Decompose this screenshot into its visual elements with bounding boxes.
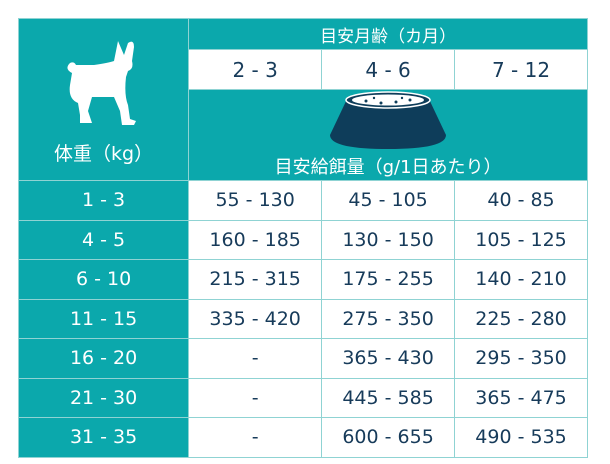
table-row: 6 - 10 215 - 315 175 - 255 140 - 210 bbox=[17, 259, 588, 300]
amount-cell: 365 - 475 bbox=[454, 377, 588, 418]
amount-cell: - bbox=[188, 338, 323, 379]
amount-cell: 105 - 125 bbox=[454, 219, 588, 260]
weight-cell: 31 - 35 bbox=[17, 417, 190, 458]
amount-cell: - bbox=[188, 377, 323, 418]
dog-silhouette-icon bbox=[67, 41, 136, 125]
table-row: 11 - 15 335 - 420 275 - 350 225 - 280 bbox=[17, 298, 588, 339]
amount-cell: - bbox=[188, 417, 323, 458]
weight-header-cell: 体重（kg） bbox=[17, 18, 190, 181]
weight-cell: 6 - 10 bbox=[17, 259, 190, 300]
weight-label: 体重（kg） bbox=[54, 143, 154, 165]
age-2-3: 2 - 3 bbox=[188, 49, 323, 90]
weight-cell: 16 - 20 bbox=[17, 338, 190, 379]
table-row: 31 - 35-600 - 655 490 - 535 bbox=[17, 417, 588, 458]
weight-cell: 11 - 15 bbox=[17, 298, 190, 339]
amount-cell: 445 - 585 bbox=[321, 377, 456, 418]
table-row: 21 - 30-445 - 585 365 - 475 bbox=[17, 377, 588, 418]
amount-cell: 335 - 420 bbox=[188, 298, 323, 339]
amount-cell: 55 - 130 bbox=[188, 180, 323, 221]
amount-cell: 215 - 315 bbox=[188, 259, 323, 300]
amount-cell: 365 - 430 bbox=[321, 338, 456, 379]
amount-cell: 40 - 85 bbox=[454, 180, 588, 221]
table-row: 16 - 20-365 - 430 295 - 350 bbox=[17, 338, 588, 379]
weight-cell: 21 - 30 bbox=[17, 377, 190, 418]
amount-cell: 130 - 150 bbox=[321, 219, 456, 260]
amount-cell: 160 - 185 bbox=[188, 219, 323, 260]
feeding-table: 体重（kg） 目安月齢（カ月） 2 - 3 4 - 6 7 - 12 目安給餌量… bbox=[17, 18, 588, 458]
table-row: 1 - 3 55 - 130 45 - 105 40 - 85 bbox=[17, 180, 588, 221]
amount-cell: 295 - 350 bbox=[454, 338, 588, 379]
weight-cell: 4 - 5 bbox=[17, 219, 190, 260]
amount-cell: 225 - 280 bbox=[454, 298, 588, 339]
amount-label: 目安給餌量（g/1日あたり） bbox=[274, 157, 502, 178]
amount-header-cell: 目安給餌量（g/1日あたり） bbox=[188, 89, 588, 181]
amount-cell: 140 - 210 bbox=[454, 259, 588, 300]
amount-cell: 275 - 350 bbox=[321, 298, 456, 339]
age-7-12: 7 - 12 bbox=[454, 49, 588, 90]
table-row: 4 - 5 160 - 185 130 - 150 105 - 125 bbox=[17, 219, 588, 260]
amount-cell: 45 - 105 bbox=[321, 180, 456, 221]
age-4-6: 4 - 6 bbox=[321, 49, 456, 90]
age-label: 目安月齢（カ月） bbox=[188, 18, 588, 50]
weight-cell: 1 - 3 bbox=[17, 180, 190, 221]
food-bowl-icon bbox=[330, 91, 447, 149]
amount-cell: 175 - 255 bbox=[321, 259, 456, 300]
amount-cell: 600 - 655 bbox=[321, 417, 456, 458]
amount-cell: 490 - 535 bbox=[454, 417, 588, 458]
